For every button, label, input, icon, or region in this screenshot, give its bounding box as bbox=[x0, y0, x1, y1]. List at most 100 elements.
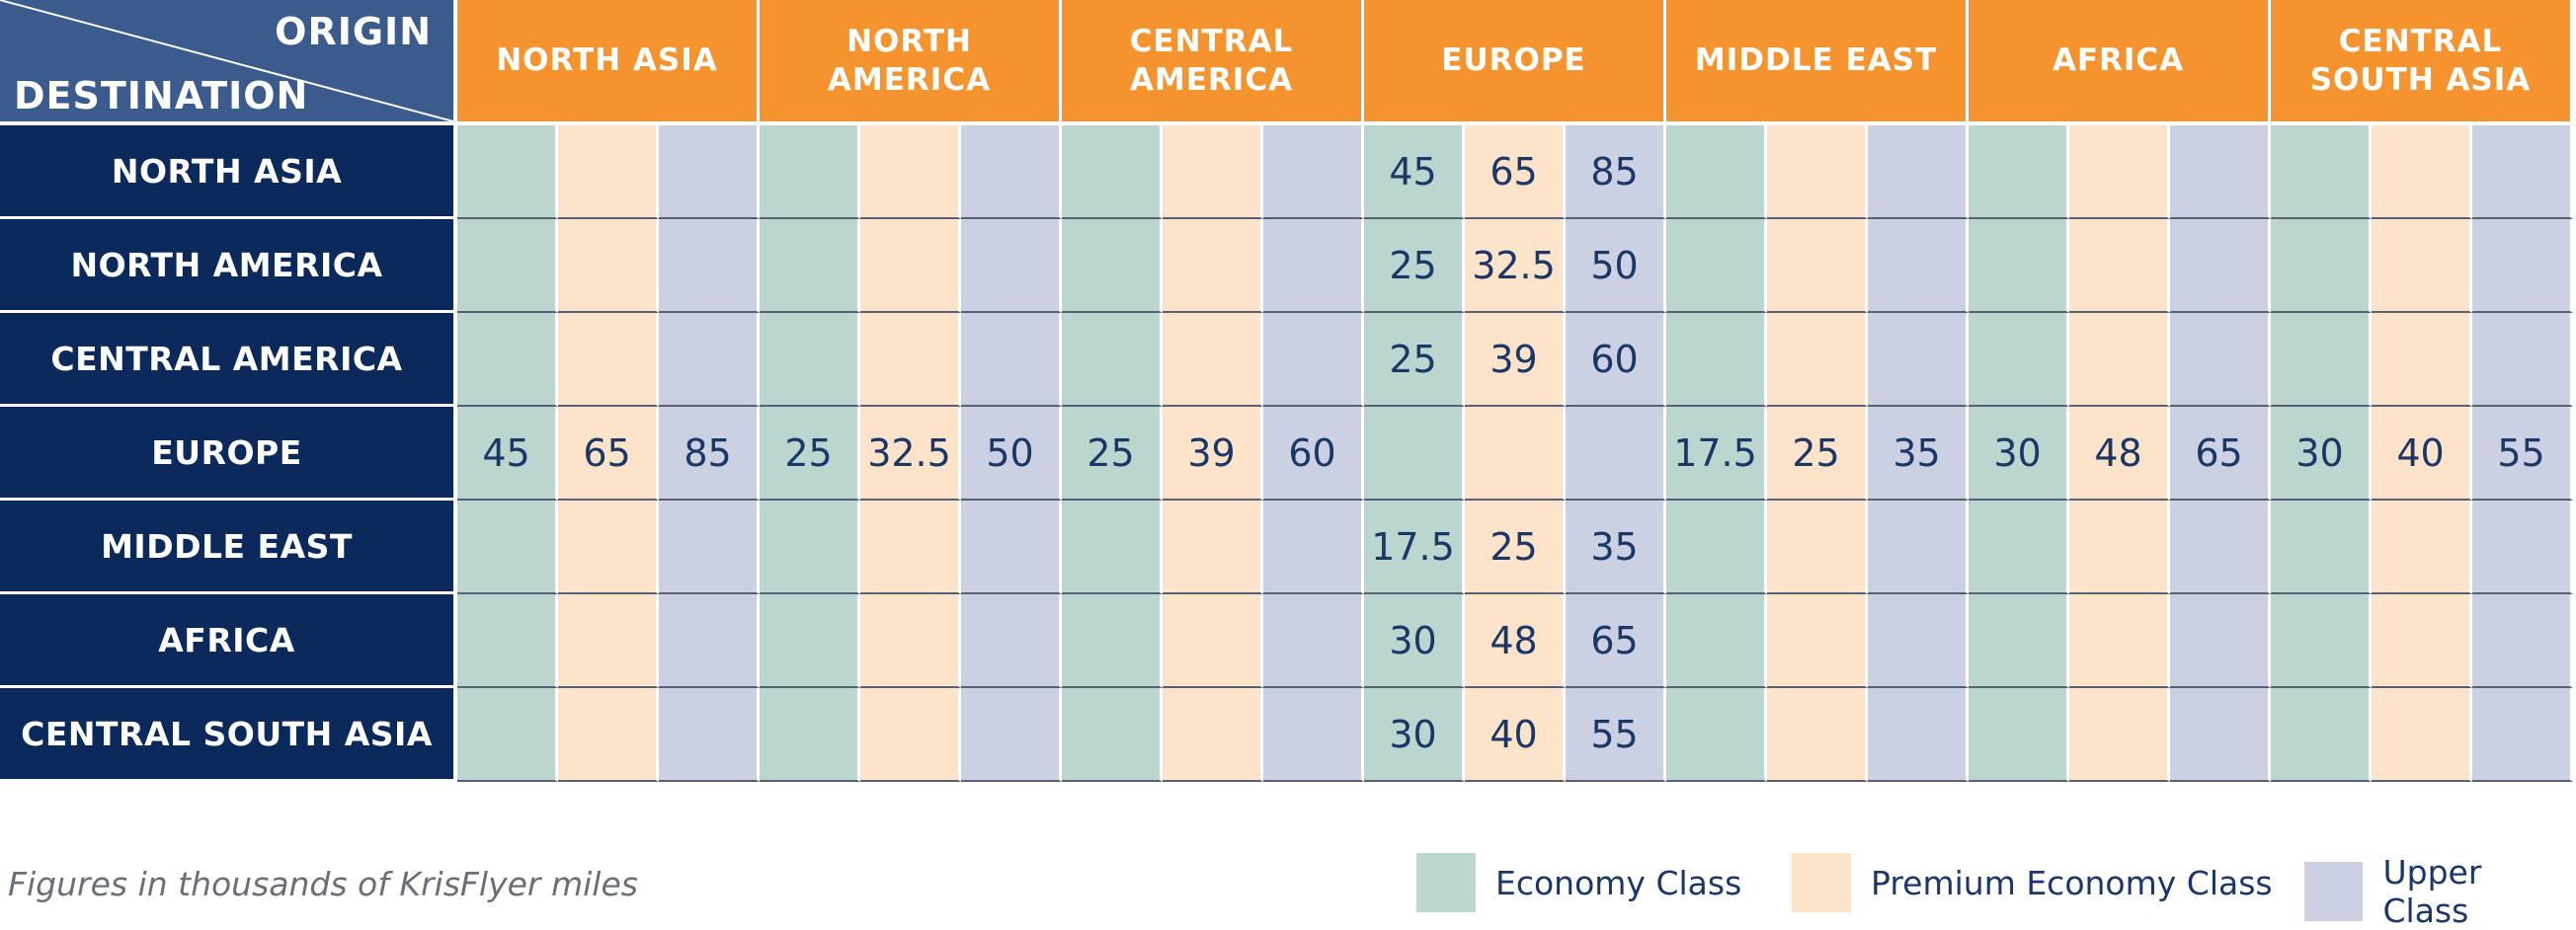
premium-economy-cell bbox=[1465, 407, 1566, 501]
upper-cell bbox=[1868, 501, 1969, 594]
upper-cell: 65 bbox=[1566, 594, 1666, 688]
economy-cell bbox=[2271, 594, 2372, 688]
premium-economy-cell: 32.5 bbox=[860, 407, 961, 501]
economy-cell bbox=[1062, 501, 1163, 594]
economy-cell bbox=[760, 501, 860, 594]
economy-cell bbox=[2271, 219, 2372, 313]
upper-cell bbox=[2472, 688, 2573, 782]
upper-cell: 65 bbox=[2170, 407, 2271, 501]
upper-cell: 35 bbox=[1566, 501, 1666, 594]
upper-cell bbox=[2472, 501, 2573, 594]
footnote: Figures in thousands of KrisFlyer miles bbox=[8, 865, 638, 903]
destination-header: MIDDLE EAST bbox=[0, 501, 457, 594]
legend-upper-label: Upper Class bbox=[2382, 853, 2482, 930]
premium-economy-cell: 32.5 bbox=[1465, 219, 1566, 313]
premium-economy-cell bbox=[2372, 313, 2472, 407]
upper-cell bbox=[1868, 594, 1969, 688]
upper-cell: 85 bbox=[659, 407, 760, 501]
premium-economy-cell bbox=[1163, 688, 1263, 782]
corner-diagonal bbox=[0, 0, 453, 121]
premium-economy-cell bbox=[2069, 501, 2170, 594]
premium-economy-cell bbox=[2372, 594, 2472, 688]
upper-cell bbox=[659, 594, 760, 688]
economy-cell: 25 bbox=[760, 407, 860, 501]
economy-cell: 30 bbox=[1364, 594, 1465, 688]
economy-cell bbox=[1062, 594, 1163, 688]
economy-cell bbox=[1666, 125, 1767, 219]
economy-cell bbox=[457, 501, 558, 594]
economy-cell bbox=[1666, 688, 1767, 782]
table-corner: ORIGIN DESTINATION bbox=[0, 0, 457, 125]
premium-economy-swatch bbox=[1792, 853, 1851, 912]
upper-cell bbox=[1868, 125, 1969, 219]
premium-economy-cell bbox=[860, 688, 961, 782]
economy-cell: 17.5 bbox=[1364, 501, 1465, 594]
upper-cell bbox=[961, 125, 1062, 219]
economy-cell: 30 bbox=[1364, 688, 1465, 782]
economy-cell bbox=[1666, 501, 1767, 594]
upper-cell bbox=[961, 594, 1062, 688]
economy-cell bbox=[760, 219, 860, 313]
economy-cell: 30 bbox=[2271, 407, 2372, 501]
economy-cell bbox=[457, 688, 558, 782]
economy-cell bbox=[457, 125, 558, 219]
upper-cell: 50 bbox=[1566, 219, 1666, 313]
economy-cell bbox=[1364, 407, 1465, 501]
premium-economy-cell bbox=[860, 125, 961, 219]
economy-cell: 17.5 bbox=[1666, 407, 1767, 501]
premium-economy-cell bbox=[2069, 688, 2170, 782]
upper-cell bbox=[659, 125, 760, 219]
origin-header: NORTH AMERICA bbox=[760, 0, 1062, 125]
origin-header: AFRICA bbox=[1969, 0, 2271, 125]
economy-cell bbox=[1062, 219, 1163, 313]
origin-header: NORTH ASIA bbox=[457, 0, 760, 125]
upper-cell bbox=[961, 688, 1062, 782]
upper-cell bbox=[2170, 688, 2271, 782]
economy-cell bbox=[2271, 688, 2372, 782]
premium-economy-cell bbox=[1767, 313, 1868, 407]
economy-cell bbox=[457, 594, 558, 688]
premium-economy-cell: 25 bbox=[1465, 501, 1566, 594]
premium-economy-cell bbox=[558, 125, 659, 219]
premium-economy-cell bbox=[860, 501, 961, 594]
economy-swatch bbox=[1416, 853, 1476, 912]
premium-economy-cell bbox=[1767, 594, 1868, 688]
premium-economy-cell bbox=[558, 501, 659, 594]
upper-cell bbox=[1263, 125, 1364, 219]
premium-economy-cell bbox=[860, 313, 961, 407]
upper-cell: 85 bbox=[1566, 125, 1666, 219]
premium-economy-cell: 48 bbox=[2069, 407, 2170, 501]
upper-cell bbox=[659, 313, 760, 407]
economy-cell bbox=[1666, 594, 1767, 688]
economy-cell bbox=[457, 313, 558, 407]
upper-swatch bbox=[2304, 862, 2364, 921]
economy-cell: 25 bbox=[1364, 313, 1465, 407]
destination-header: CENTRAL SOUTH ASIA bbox=[0, 688, 457, 782]
upper-cell bbox=[1263, 688, 1364, 782]
upper-cell: 55 bbox=[2472, 407, 2573, 501]
premium-economy-cell bbox=[2372, 688, 2472, 782]
upper-cell bbox=[659, 688, 760, 782]
premium-economy-cell: 65 bbox=[1465, 125, 1566, 219]
upper-cell bbox=[659, 219, 760, 313]
upper-cell bbox=[961, 313, 1062, 407]
premium-economy-cell bbox=[1767, 125, 1868, 219]
upper-cell bbox=[2170, 125, 2271, 219]
legend-premium-economy-label: Premium Economy Class bbox=[1871, 863, 2273, 902]
economy-cell bbox=[457, 219, 558, 313]
economy-cell bbox=[1969, 125, 2069, 219]
premium-economy-cell bbox=[2069, 219, 2170, 313]
legend-economy-label: Economy Class bbox=[1495, 863, 1742, 902]
upper-cell bbox=[961, 501, 1062, 594]
premium-economy-cell bbox=[1163, 219, 1263, 313]
destination-header: EUROPE bbox=[0, 407, 457, 501]
premium-economy-cell bbox=[1767, 501, 1868, 594]
destination-header: NORTH AMERICA bbox=[0, 219, 457, 313]
upper-cell: 35 bbox=[1868, 407, 1969, 501]
destination-header: NORTH ASIA bbox=[0, 125, 457, 219]
premium-economy-cell bbox=[860, 594, 961, 688]
upper-cell bbox=[1263, 594, 1364, 688]
economy-cell bbox=[1062, 125, 1163, 219]
upper-cell bbox=[2472, 594, 2573, 688]
upper-cell bbox=[1566, 407, 1666, 501]
